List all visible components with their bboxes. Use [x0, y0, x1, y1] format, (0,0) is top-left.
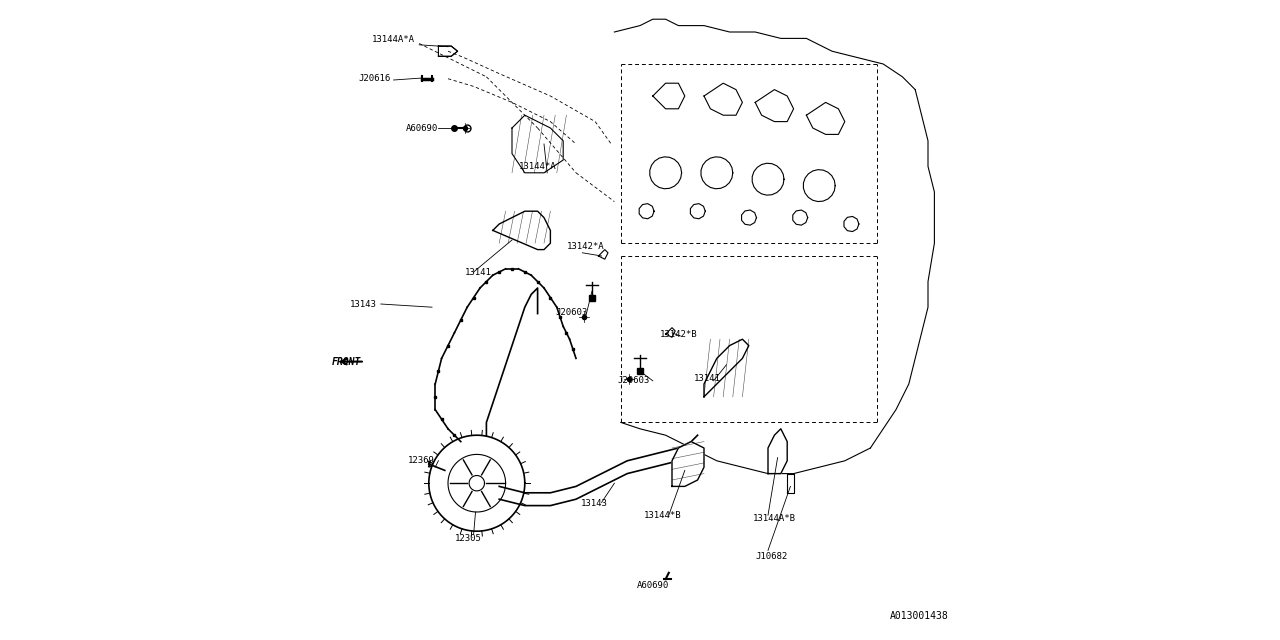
Text: FRONT: FRONT	[333, 356, 362, 367]
Polygon shape	[512, 115, 563, 173]
Text: J20603: J20603	[556, 308, 588, 317]
Text: J20603: J20603	[617, 376, 650, 385]
Text: 13144*A: 13144*A	[518, 162, 557, 171]
Polygon shape	[704, 339, 749, 397]
Text: 13141: 13141	[694, 374, 721, 383]
Text: 13144A*A: 13144A*A	[372, 35, 415, 44]
Text: 13144*B: 13144*B	[644, 511, 681, 520]
Text: 13141: 13141	[466, 268, 492, 276]
Text: J10682: J10682	[755, 552, 787, 561]
Polygon shape	[493, 211, 550, 250]
Polygon shape	[438, 46, 458, 56]
Text: J20616: J20616	[358, 74, 392, 83]
Text: 13144A*B: 13144A*B	[753, 514, 796, 523]
Text: 13143: 13143	[349, 300, 376, 308]
Polygon shape	[768, 429, 787, 474]
Polygon shape	[672, 442, 704, 486]
Text: 12369: 12369	[408, 456, 434, 465]
Text: A60690: A60690	[636, 581, 669, 590]
Text: A60690: A60690	[406, 124, 439, 132]
Text: 13143: 13143	[581, 499, 607, 508]
Text: 12305: 12305	[456, 534, 481, 543]
Text: A013001438: A013001438	[890, 611, 948, 621]
Text: 13142*B: 13142*B	[659, 330, 698, 339]
Text: 13142*A: 13142*A	[567, 242, 604, 251]
